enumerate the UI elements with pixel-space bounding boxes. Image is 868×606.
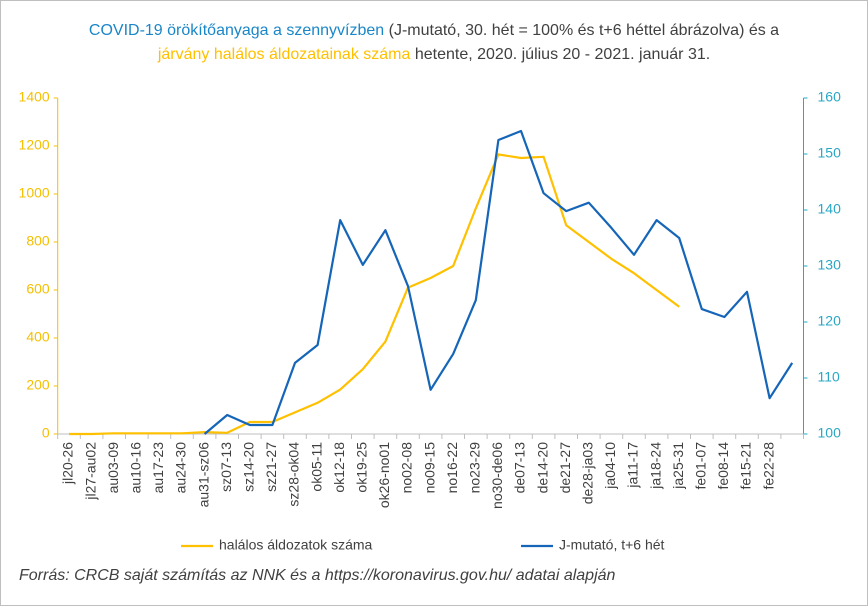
x-tick-label: au24-30 <box>173 442 189 494</box>
x-tick-label: sz14-20 <box>241 442 257 492</box>
x-tick-label: jl27-au02 <box>82 442 98 501</box>
title-part: (J-mutató, 30. hét = 100% és t+6 héttel … <box>384 22 780 39</box>
y2-tick-label: 140 <box>818 201 842 217</box>
data-line <box>203 129 794 435</box>
x-tick-label: fe08-14 <box>715 442 731 490</box>
y-tick-label: 1200 <box>19 137 50 153</box>
y-tick-label: 1400 <box>19 89 50 105</box>
x-tick-label: no09-15 <box>421 442 437 494</box>
x-tick-label: de14-20 <box>534 442 550 494</box>
x-tick-label: sz07-13 <box>218 442 234 492</box>
x-tick-label: no02-08 <box>399 442 415 494</box>
x-tick-label: no16-22 <box>444 442 460 494</box>
x-tick-label: no30-de06 <box>489 442 505 509</box>
x-tick-label: sz21-27 <box>263 442 279 492</box>
y-tick-label: 600 <box>26 281 50 297</box>
x-tick-label: ja11-17 <box>625 442 641 489</box>
x-tick-label: au03-09 <box>105 442 121 494</box>
x-tick-label: ja18-24 <box>647 442 663 490</box>
x-tick-label: ok26-no01 <box>376 442 392 508</box>
y2-tick-label: 130 <box>818 257 842 273</box>
y-tick-label: 0 <box>42 425 50 441</box>
x-tick-label: ok05-11 <box>308 442 324 492</box>
x-tick-label: fe22-28 <box>760 442 776 490</box>
x-tick-label: jl20-26 <box>60 442 76 485</box>
x-tick-label: ja04-10 <box>602 442 618 490</box>
x-tick-label: de07-13 <box>512 442 528 494</box>
title-part: járvány halálos áldozatainak száma <box>157 46 411 63</box>
y2-tick-label: 110 <box>818 369 841 385</box>
legend-label: J-mutató, t+6 hét <box>559 537 665 553</box>
y2-tick-label: 160 <box>818 89 842 105</box>
source-note: Forrás: CRCB saját számítás az NNK és a … <box>19 567 616 584</box>
title-part: hetente, 2020. július 20 - 2021. január … <box>410 46 711 63</box>
x-tick-label: fe01-07 <box>693 442 709 490</box>
y-tick-label: 800 <box>26 233 50 249</box>
x-tick-label: fe15-21 <box>738 442 754 490</box>
y-tick-label: 200 <box>26 377 50 393</box>
x-tick-label: ok12-18 <box>331 442 347 493</box>
title-part: COVID-19 örökítőanyaga a szennyvízben <box>88 22 385 39</box>
y2-tick-label: 100 <box>818 425 842 441</box>
x-tick-label: ok19-25 <box>354 442 370 493</box>
x-tick-label: au17-23 <box>150 442 166 494</box>
x-tick-label: ja25-31 <box>670 442 686 490</box>
x-tick-label: no23-29 <box>467 442 483 494</box>
x-tick-label: au31-sz06 <box>195 442 211 508</box>
chart-title: COVID-19 örökítőanyaga a szennyvízben (J… <box>61 19 807 67</box>
y-tick-label: 1000 <box>19 185 50 201</box>
y2-tick-label: 120 <box>818 313 842 329</box>
legend-label: halálos áldozatok száma <box>219 537 373 553</box>
x-tick-label: de28-ja03 <box>580 442 596 504</box>
y2-tick-label: 150 <box>818 145 842 161</box>
x-tick-label: de21-27 <box>557 442 573 494</box>
y-tick-label: 400 <box>26 329 50 345</box>
data-line <box>69 153 680 436</box>
x-tick-label: au10-16 <box>128 442 144 494</box>
x-tick-label: sz28-ok04 <box>286 442 302 507</box>
